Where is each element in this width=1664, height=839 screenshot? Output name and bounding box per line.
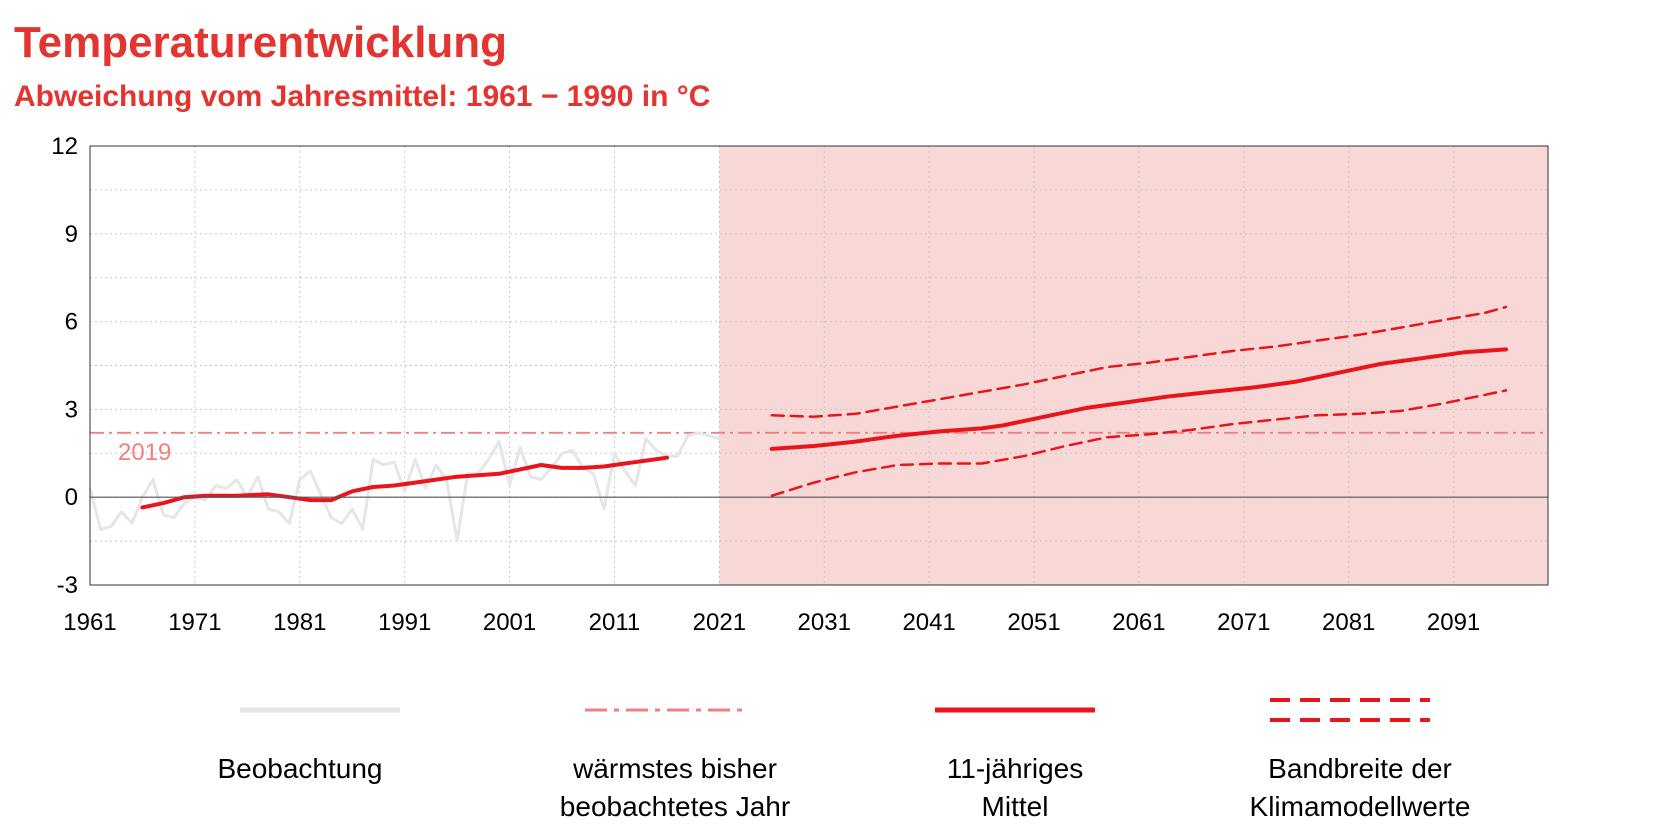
x-tick-label: 2081 [1322, 609, 1375, 636]
legend-label: Beobachtung [217, 753, 383, 784]
x-tick-label: 1961 [63, 609, 116, 636]
legend-label: Bandbreite der [1268, 753, 1452, 784]
warmest-year-annotation: 2019 [118, 439, 171, 466]
y-tick-label: 6 [65, 309, 78, 336]
x-tick-label: 2041 [902, 609, 955, 636]
x-tick-label: 1981 [273, 609, 326, 636]
legend-model-range: Bandbreite der Klimamodellwerte [1200, 690, 1520, 826]
x-tick-label: 1991 [378, 609, 431, 636]
x-tick-label: 2031 [798, 609, 851, 636]
x-tick-label: 2091 [1427, 609, 1480, 636]
y-tick-label: 0 [65, 484, 78, 511]
series-mean-observed [140, 455, 669, 510]
y-tick-label: 3 [65, 396, 78, 423]
y-tick-label: 9 [65, 221, 78, 248]
x-tick-label: 2051 [1007, 609, 1060, 636]
x-tick-label: 2021 [693, 609, 746, 636]
y-tick-label: 12 [51, 133, 78, 160]
x-tick-label: 2001 [483, 609, 536, 636]
series-range-lower [770, 389, 1508, 497]
x-tick-label: 2071 [1217, 609, 1270, 636]
legend-mean: 11-jähriges Mittel [855, 690, 1175, 826]
chart-subtitle: Abweichung vom Jahresmittel: 1961 − 1990… [14, 80, 711, 113]
series-observation [88, 431, 721, 543]
x-tick-label: 2011 [589, 609, 641, 636]
x-tick-label: 2061 [1112, 609, 1165, 636]
legend-observation: Beobachtung [140, 690, 460, 788]
x-tick-label: 1971 [168, 609, 221, 636]
y-tick-label: -3 [57, 572, 78, 599]
series-mean-projection [769, 347, 1508, 451]
series-range-upper [770, 305, 1508, 418]
chart-title: Temperaturentwicklung [14, 18, 508, 67]
legend-label: 11-jähriges [946, 753, 1084, 784]
legend-warmest-year: wärmstes bisher beobachtetes Jahr [515, 690, 835, 826]
plot-border [89, 145, 1549, 586]
legend-label: wärmstes bisher [573, 753, 777, 784]
